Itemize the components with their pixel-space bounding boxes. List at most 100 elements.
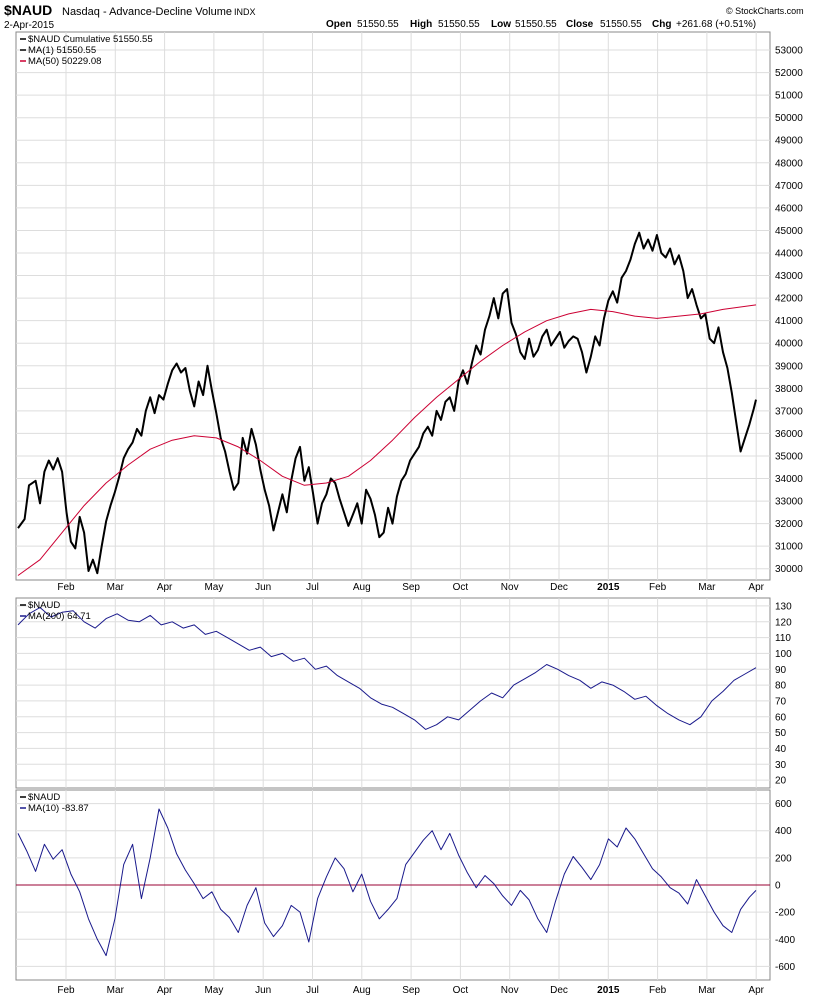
x-tick-label-main-apr: Apr xyxy=(157,582,173,593)
y-tick-label-middle: 100 xyxy=(775,649,792,660)
y-tick-label-main: 34000 xyxy=(775,474,803,485)
open-label: Open xyxy=(326,19,352,30)
x-tick-label-bottom-feb: Feb xyxy=(649,985,667,996)
ohlc-stats: Open 51550.55 High 51550.55 Low 51550.55… xyxy=(326,19,756,30)
x-axis-bottom: Feb Mar Apr May Jun Jul Aug Sep Oct Nov Dec 2015 Feb… xyxy=(57,985,764,996)
high-label: High xyxy=(410,19,432,30)
chart-date: 2-Apr-2015 xyxy=(4,20,54,31)
y-tick-label-bottom: 600 xyxy=(775,799,792,810)
y-tick-label-middle: 80 xyxy=(775,681,787,692)
chg-label: Chg xyxy=(652,19,671,30)
open-value: 51550.55 xyxy=(357,19,399,30)
y-tick-label-main: 31000 xyxy=(775,542,803,553)
y-tick-label-main: 50000 xyxy=(775,113,803,124)
x-tick-label-bottom-sep: Sep xyxy=(402,985,420,996)
series-lines xyxy=(17,231,757,957)
y-tick-label-middle: 40 xyxy=(775,744,787,755)
x-tick-label-bottom-dec: Dec xyxy=(550,985,568,996)
x-tick-label-main-oct: Oct xyxy=(453,582,469,593)
y-tick-label-bottom: -200 xyxy=(775,908,795,919)
legend-entry-middle: MA(200) 64.71 xyxy=(28,611,91,622)
y-tick-label-main: 46000 xyxy=(775,203,803,214)
y-tick-label-middle: 50 xyxy=(775,728,787,739)
y-tick-label-middle: 120 xyxy=(775,617,792,628)
low-value: 51550.55 xyxy=(515,19,557,30)
legend-entry-main: MA(50) 50229.08 xyxy=(28,56,101,67)
x-tick-label-bottom-mar: Mar xyxy=(698,985,716,996)
y-tick-label-main: 51000 xyxy=(775,91,803,102)
stockcharts-logo: © StockCharts.com xyxy=(726,6,804,16)
series-line-bottom-0 xyxy=(17,808,757,957)
y-tick-label-main: 37000 xyxy=(775,406,803,417)
x-tick-label-bottom-oct: Oct xyxy=(453,985,469,996)
x-tick-label-main-apr: Apr xyxy=(748,582,764,593)
x-tick-label-bottom-apr: Apr xyxy=(748,985,764,996)
x-tick-label-main-mar: Mar xyxy=(107,582,125,593)
y-tick-label-main: 48000 xyxy=(775,158,803,169)
symbol-title: $NAUD xyxy=(4,2,52,18)
x-tick-label-bottom-may: May xyxy=(204,985,223,996)
x-tick-label-main-aug: Aug xyxy=(353,582,371,593)
x-tick-label-bottom-apr: Apr xyxy=(157,985,173,996)
y-tick-label-main: 42000 xyxy=(775,294,803,305)
legend-entry-main: MA(1) 51550.55 xyxy=(28,45,96,56)
chg-value: +261.68 (+0.51%) xyxy=(676,19,756,30)
x-tick-label-main-may: May xyxy=(204,582,223,593)
legend-entry-middle: $NAUD xyxy=(28,600,60,611)
y-tick-label-middle: 70 xyxy=(775,696,787,707)
y-axes: 30000 31000 32000 33000 34000 35000 36000 37000… xyxy=(775,46,803,973)
x-tick-label-bottom-nov: Nov xyxy=(501,985,519,996)
high-value: 51550.55 xyxy=(438,19,480,30)
y-tick-label-bottom: -600 xyxy=(775,962,795,973)
middle-indicator-panel xyxy=(15,597,771,789)
y-tick-label-main: 47000 xyxy=(775,181,803,192)
x-tick-label-main-jun: Jun xyxy=(255,582,271,593)
y-tick-label-bottom: 400 xyxy=(775,826,792,837)
y-tick-label-main: 32000 xyxy=(775,519,803,530)
y-tick-label-middle: 20 xyxy=(775,776,787,787)
x-tick-label-bottom-2015: 2015 xyxy=(597,985,620,996)
y-tick-label-main: 38000 xyxy=(775,384,803,395)
x-tick-label-main-sep: Sep xyxy=(402,582,420,593)
y-tick-label-middle: 90 xyxy=(775,665,787,676)
close-value: 51550.55 xyxy=(600,19,642,30)
legend-entry-bottom: $NAUD xyxy=(28,792,60,803)
series-line-middle-0 xyxy=(17,607,757,730)
symbol-description: Nasdaq - Advance-Decline Volume xyxy=(62,6,232,18)
y-tick-label-bottom: 0 xyxy=(775,881,781,892)
x-axis-main: Feb Mar Apr May Jun Jul Aug Sep Oct Nov Dec 2015 Feb… xyxy=(57,582,764,593)
y-tick-label-main: 43000 xyxy=(775,271,803,282)
y-tick-label-main: 30000 xyxy=(775,564,803,575)
x-tick-label-bottom-jul: Jul xyxy=(306,985,319,996)
close-label: Close xyxy=(566,19,594,30)
y-tick-label-middle: 110 xyxy=(775,633,791,644)
legend-entry-main: $NAUD Cumulative 51550.55 xyxy=(28,34,153,45)
x-tick-label-main-feb: Feb xyxy=(57,582,75,593)
exchange-label: INDX xyxy=(234,7,256,17)
x-tick-label-main-mar: Mar xyxy=(698,582,716,593)
x-tick-label-bottom-mar: Mar xyxy=(107,985,125,996)
y-tick-label-main: 44000 xyxy=(775,249,803,260)
y-tick-label-main: 49000 xyxy=(775,136,803,147)
y-tick-label-main: 52000 xyxy=(775,68,803,79)
main-price-panel xyxy=(15,31,771,581)
y-tick-label-main: 41000 xyxy=(775,316,803,327)
y-tick-label-main: 39000 xyxy=(775,361,803,372)
x-tick-label-main-2015: 2015 xyxy=(597,582,620,593)
x-tick-label-bottom-aug: Aug xyxy=(353,985,371,996)
y-tick-label-middle: 30 xyxy=(775,760,787,771)
x-tick-label-main-nov: Nov xyxy=(501,582,519,593)
y-tick-label-bottom: -400 xyxy=(775,935,795,946)
x-tick-label-main-dec: Dec xyxy=(550,582,568,593)
y-tick-label-main: 40000 xyxy=(775,339,803,350)
x-tick-label-main-jul: Jul xyxy=(306,582,319,593)
x-tick-label-bottom-feb: Feb xyxy=(57,985,75,996)
series-line-main-1 xyxy=(17,304,757,576)
low-label: Low xyxy=(491,19,511,30)
y-tick-label-middle: 130 xyxy=(775,601,792,612)
y-tick-label-main: 36000 xyxy=(775,429,803,440)
y-tick-label-main: 45000 xyxy=(775,226,803,237)
y-tick-label-middle: 60 xyxy=(775,712,787,723)
